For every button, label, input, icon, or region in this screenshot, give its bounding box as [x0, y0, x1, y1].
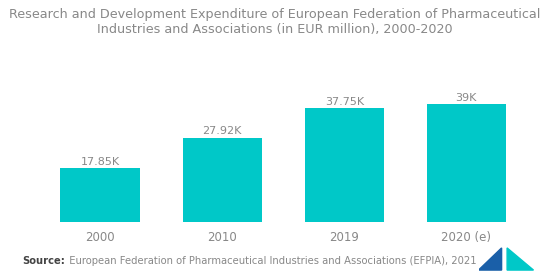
Polygon shape	[478, 248, 502, 270]
Text: 27.92K: 27.92K	[202, 126, 242, 136]
Bar	[305, 108, 384, 222]
Text: European Federation of Pharmaceutical Industries and Associations (EFPIA), 2021: European Federation of Pharmaceutical In…	[63, 256, 477, 266]
Polygon shape	[507, 248, 534, 270]
Bar	[183, 138, 262, 222]
Text: 37.75K: 37.75K	[324, 97, 364, 107]
Text: Research and Development Expenditure of European Federation of Pharmaceutical
In: Research and Development Expenditure of …	[9, 8, 541, 36]
Bar	[60, 168, 140, 222]
Text: 39K: 39K	[455, 93, 477, 103]
Text: Source:: Source:	[22, 256, 65, 266]
Bar	[427, 104, 506, 222]
Text: 17.85K: 17.85K	[81, 157, 120, 167]
